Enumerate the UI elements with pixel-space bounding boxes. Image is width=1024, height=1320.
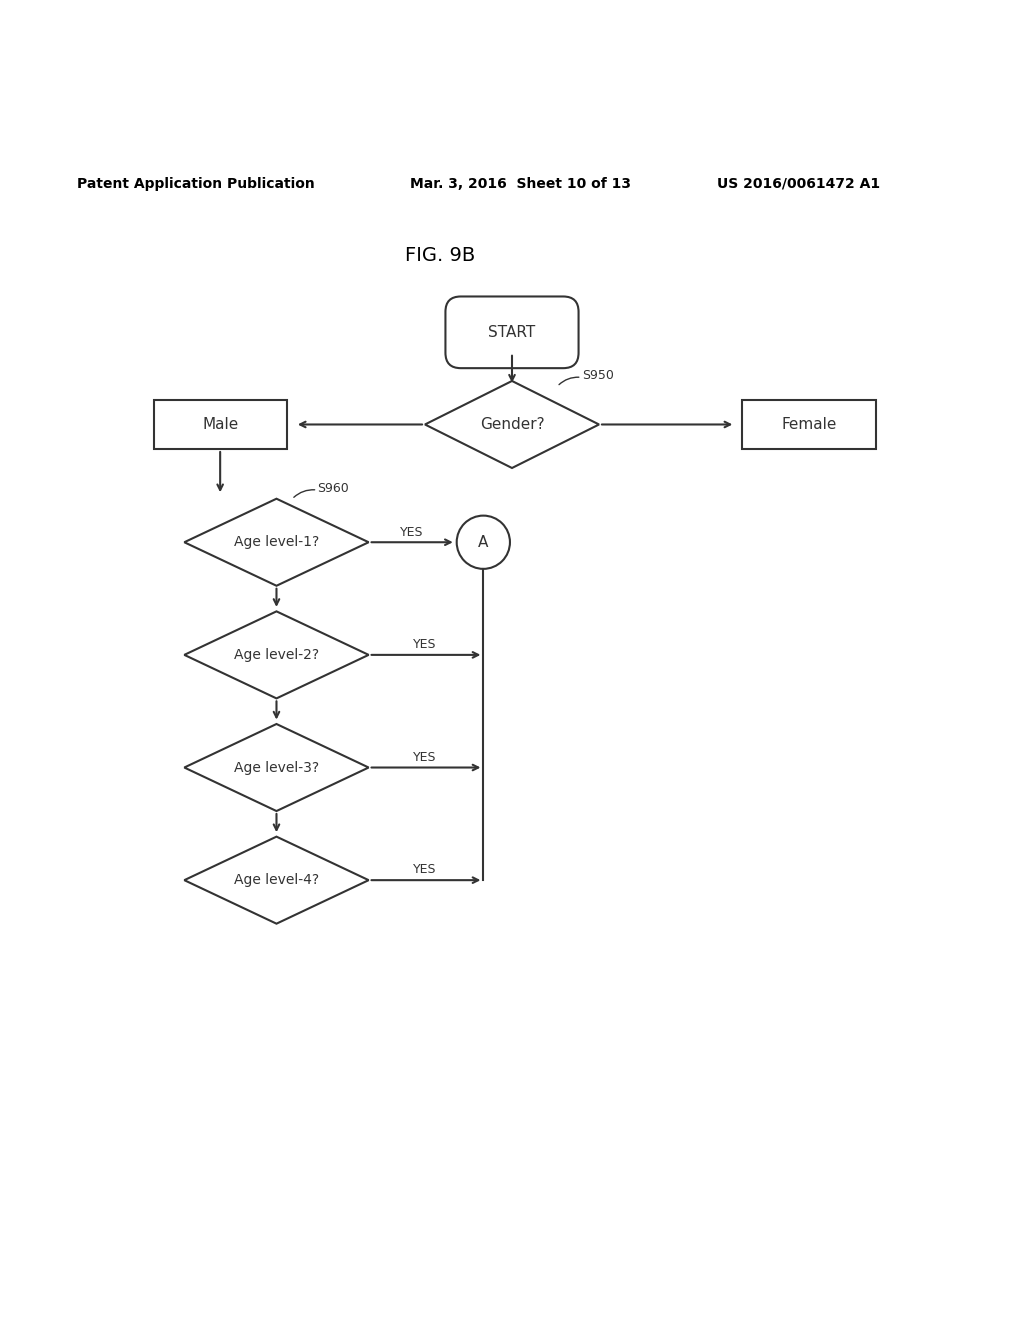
Text: Female: Female <box>781 417 837 432</box>
Polygon shape <box>184 499 369 586</box>
Text: START: START <box>488 325 536 339</box>
Text: Age level-2?: Age level-2? <box>233 648 319 661</box>
Text: US 2016/0061472 A1: US 2016/0061472 A1 <box>717 177 880 191</box>
Bar <box>742 400 876 449</box>
Text: Age level-3?: Age level-3? <box>233 760 319 775</box>
Text: Age level-4?: Age level-4? <box>233 873 319 887</box>
Text: FIG. 9B: FIG. 9B <box>406 246 475 265</box>
Text: YES: YES <box>400 525 423 539</box>
Text: S960: S960 <box>317 483 349 495</box>
Polygon shape <box>184 837 369 924</box>
Text: Mar. 3, 2016  Sheet 10 of 13: Mar. 3, 2016 Sheet 10 of 13 <box>410 177 631 191</box>
Bar <box>154 400 287 449</box>
Circle shape <box>457 516 510 569</box>
Polygon shape <box>184 723 369 810</box>
Text: A: A <box>478 535 488 549</box>
Text: YES: YES <box>414 863 436 876</box>
FancyBboxPatch shape <box>445 297 579 368</box>
Polygon shape <box>425 381 599 469</box>
Polygon shape <box>184 611 369 698</box>
Text: YES: YES <box>414 638 436 651</box>
Text: Gender?: Gender? <box>479 417 545 432</box>
Text: Age level-1?: Age level-1? <box>233 535 319 549</box>
Text: S950: S950 <box>582 368 613 381</box>
Text: Patent Application Publication: Patent Application Publication <box>77 177 314 191</box>
Text: Male: Male <box>202 417 239 432</box>
Text: YES: YES <box>414 751 436 764</box>
